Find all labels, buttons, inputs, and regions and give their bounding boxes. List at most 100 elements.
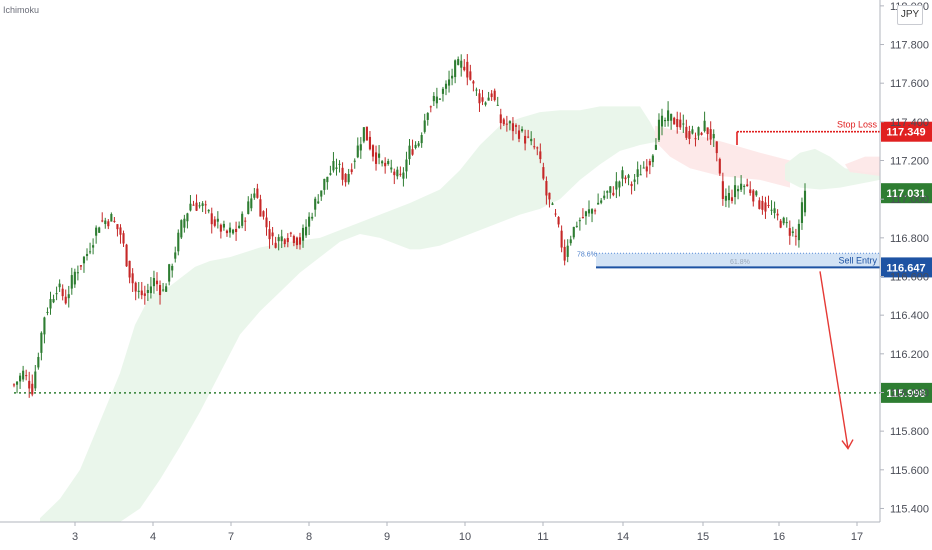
candle-body [64,296,67,304]
candle-body [782,217,785,224]
candle-body [743,185,746,187]
x-tick-label: 4 [150,531,156,543]
candle-body [371,145,375,157]
candle-body [378,153,381,158]
candle-body [706,127,709,135]
candle-body [800,202,804,223]
candle-body [341,167,344,180]
candle-body [429,106,432,108]
candle-body [633,179,636,182]
candle-body [733,185,737,198]
candle-body [204,204,207,206]
candle-body [82,256,86,264]
candle-body [514,125,518,127]
candle-body [496,104,499,106]
candle-body [73,271,76,285]
candle-body [323,178,326,190]
candle-body [207,209,210,212]
candle-body [101,220,104,222]
candle-body [46,311,49,313]
candle-body [670,113,673,121]
candle-body [289,232,292,234]
candle-body [37,356,40,368]
candle-body [326,176,329,183]
candle-body [478,93,481,104]
candle-body [624,177,627,180]
cloud-bearish-forward [845,156,880,176]
candle-body [195,202,198,211]
candle-body [344,173,347,183]
candle-body [703,120,706,132]
candle-body [423,120,426,132]
y-tick-label: 116.000 [890,387,929,399]
candle-body [682,123,685,125]
candle-body [271,232,274,237]
candle-body [128,260,131,278]
candle-body [201,203,204,206]
candle-body [28,380,31,389]
candle-body [253,193,256,198]
candle-body [454,60,457,78]
candle-body [481,97,484,102]
candle-body [609,186,612,193]
candle-body [803,190,807,213]
candle-body [426,113,429,120]
candle-body [651,155,654,163]
candle-body [165,286,168,292]
candle-body [12,384,16,386]
candle-body [414,144,417,148]
y-tick-label: 117.000 [890,194,929,206]
candle-body [563,246,566,261]
candle-body [189,203,192,211]
candle-body [332,161,335,171]
candle-body [457,59,460,65]
candle-body [374,152,378,164]
candle-body [353,160,356,162]
candle-body [657,119,661,140]
candle-body [590,209,594,214]
candle-body [210,213,213,225]
candle-body [642,167,645,169]
candle-body [612,192,615,196]
candle-body [469,71,472,80]
candle-body [560,230,563,248]
candle-body [779,220,782,228]
candle-body [606,191,609,193]
candle-body [15,381,19,385]
candle-body [402,172,405,179]
candle-body [88,251,92,253]
y-tick-label: 115.600 [890,465,929,477]
cloud-bullish [40,106,660,522]
candle-body [584,211,588,217]
candle-body [143,293,146,296]
candle-body [52,299,55,303]
candle-body [149,286,152,294]
candle-body [715,141,718,154]
candle-body [539,151,542,160]
candle-body [536,147,539,149]
candle-body [405,159,408,172]
candle-body [104,220,107,225]
candle-body [466,61,469,78]
candle-body [134,282,137,292]
candle-body [676,118,679,127]
candle-body [298,237,302,245]
candle-body [314,198,317,210]
x-tick-label: 10 [459,531,471,543]
candle-body [794,235,797,237]
candle-body [663,119,667,122]
y-tick-label: 116.200 [890,349,929,361]
candle-body [475,89,478,91]
candle-body [76,272,79,274]
candle-body [308,216,311,227]
candle-body [250,198,253,209]
candle-body [721,181,724,199]
candle-body [335,167,338,169]
candle-body [113,220,116,222]
candle-body [198,205,201,207]
candle-body [116,224,119,230]
currency-label[interactable]: JPY [897,5,923,25]
x-tick-label: 16 [773,531,785,543]
candle-body [146,289,149,293]
candle-body [61,288,64,297]
